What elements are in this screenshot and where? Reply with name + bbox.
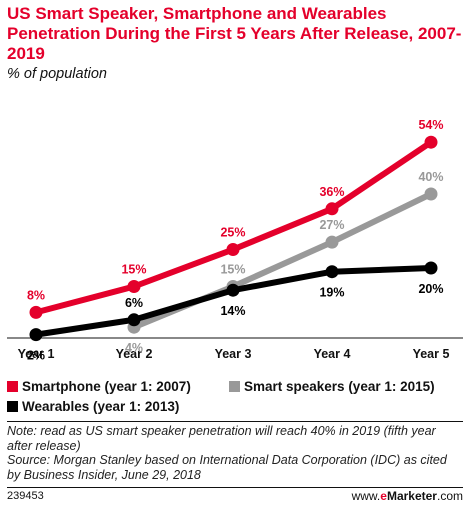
data-label-wearables: 20% [418,282,443,296]
footer-divider [7,487,463,488]
x-tick-label: Year 2 [116,347,153,361]
data-point-smartphone [325,202,339,216]
brand-e: e [380,489,387,503]
legend-item-wearables: Wearables (year 1: 2013) [7,399,179,414]
data-point-wearables [325,265,339,279]
x-tick-label: Year 4 [314,347,351,361]
data-label-smartphone: 36% [319,185,344,199]
source-text: Source: Morgan Stanley based on Internat… [7,453,447,482]
chart-id: 239453 [7,490,44,502]
notes-divider [7,421,463,422]
data-label-smartphone: 25% [220,226,245,240]
x-tick-label: Year 3 [215,347,252,361]
brand-prefix: www. [351,489,381,503]
notes: Note: read as US smart speaker penetrati… [7,424,463,482]
data-point-wearables [127,313,141,327]
chart-subtitle: % of population [7,66,107,82]
data-label-wearables: 19% [319,286,344,300]
series-layer [29,135,438,342]
legend-label-smartphone: Smartphone (year 1: 2007) [22,379,191,394]
x-tick-label: Year 1 [18,347,55,361]
data-point-smartphone [127,280,141,293]
data-label-smartphone: 15% [121,263,146,277]
data-point-smartphone [424,135,438,149]
legend-swatch-smart-speakers [229,381,240,392]
legend-item-smartphone: Smartphone (year 1: 2007) [7,379,191,394]
data-label-smartphone: 8% [27,288,45,302]
series-line-wearables [33,265,434,338]
data-point-wearables [424,261,438,275]
line-chart: Year 1 Year 2 Year 3 Year 4 Year 5 4%15%27%4… [7,118,463,363]
data-label-smart-speakers: 15% [220,263,245,277]
brand-suffix: .com [436,489,463,503]
x-tick-label: Year 5 [413,347,450,361]
legend-label-smart-speakers: Smart speakers (year 1: 2015) [244,379,435,394]
data-label-smart-speakers: 4% [125,341,143,355]
data-label-smart-speakers: 27% [319,218,344,232]
data-label-smartphone: 54% [418,118,443,132]
x-axis-ticks: Year 1 Year 2 Year 3 Year 4 Year 5 [18,347,450,361]
data-label-wearables: 14% [220,304,245,318]
legend-swatch-wearables [7,401,18,412]
data-point-wearables [226,283,240,297]
chart-title: US Smart Speaker, Smartphone and Wearabl… [7,4,462,63]
data-label-wearables: 6% [125,296,143,310]
legend-label-wearables: Wearables (year 1: 2013) [22,399,180,414]
data-point-smartphone [29,305,43,319]
emarketer-logo[interactable]: www.eMarketer.com [352,489,463,503]
footer: 239453 www.eMarketer.com [7,489,463,506]
data-point-smart-speakers [325,235,339,249]
legend-item-smart-speakers: Smart speakers (year 1: 2015) [229,379,435,394]
note-text: Note: read as US smart speaker penetrati… [7,424,436,453]
data-point-smart-speakers [424,187,438,201]
data-point-smartphone [226,243,240,256]
data-label-smart-speakers: 40% [418,170,443,184]
data-point-wearables [29,328,43,342]
legend-swatch-smartphone [7,381,18,392]
data-label-wearables: 2% [27,349,45,363]
brand-name: Marketer [386,489,437,503]
data-labels: 4% 15% 27% 40% 2% 6% 14% 19% 20% 8% 15% 25% 36% 54% [27,118,444,362]
